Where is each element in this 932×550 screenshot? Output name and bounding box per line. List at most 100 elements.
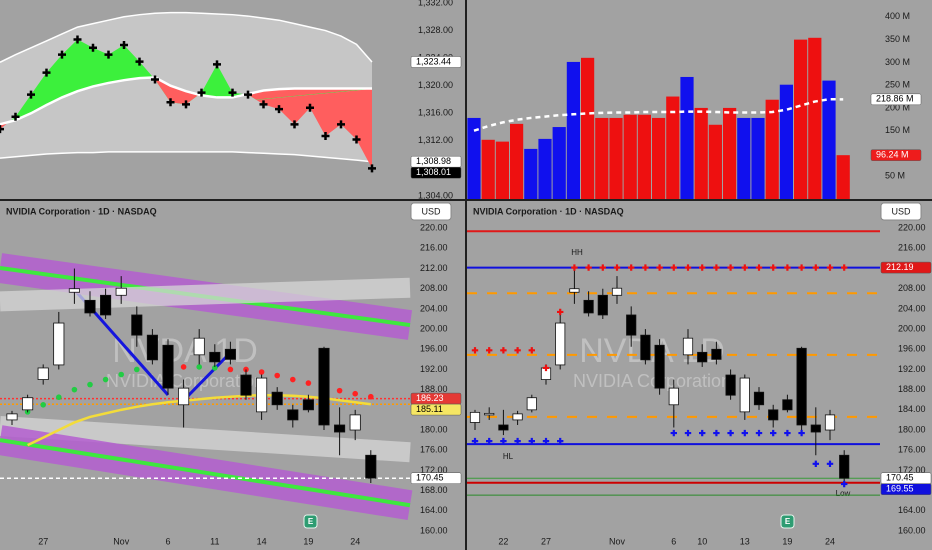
y-tick-label: 1,332.00 [418,0,453,7]
channel [0,438,411,508]
cross-marker [120,41,128,50]
candle-body [6,413,18,421]
price-label: 169.55 [886,484,914,494]
earnings-label: E [785,517,791,526]
y-tick-label: 204.00 [898,303,926,313]
candle-body [334,424,346,433]
price-label-box [870,93,922,106]
cross-marker [670,429,677,437]
cross-marker [337,120,345,129]
sar-dot [274,372,281,379]
y-tick-label: 200 M [885,102,910,112]
x-tick-label: 27 [38,536,48,546]
cross-marker [73,35,82,44]
cross-marker [585,264,592,271]
candle-body [498,424,509,431]
candle-body [654,344,665,389]
price-label-box [410,166,462,179]
cross-marker [228,88,237,97]
volume-bar [666,96,680,199]
annotation: HL [503,452,514,461]
candle-body [240,374,252,396]
annotation: HH [571,248,583,257]
y-tick-label: 172.00 [420,465,448,475]
cross-marker [841,480,848,488]
currency-box [410,202,452,221]
cross-marker [699,429,706,437]
x-tick-label: 6 [671,536,676,546]
price-panel-left: NVDA 1D NVIDIA Corporation 160.00164.001… [0,201,465,550]
cross-marker [713,264,720,271]
candle-body [115,287,127,296]
price-label-box [880,483,932,495]
volume-bar [808,37,822,199]
cross-marker [755,429,763,437]
cross-marker [784,429,791,437]
band-lower [0,151,373,163]
sar-dot [352,390,359,397]
volume-bar [510,123,524,199]
candle-body [768,409,779,421]
price-label-box [410,472,462,484]
candle-body [526,397,537,411]
cross-marker [826,460,834,468]
cross-marker [841,264,848,271]
candle-body [796,347,807,426]
sar-dot [336,387,343,394]
y-tick-label: 196.00 [898,344,926,354]
cross-marker [741,429,748,437]
candle-body [365,454,377,479]
cross-marker [770,264,777,271]
price-label-box [410,403,462,416]
candle-body [349,414,361,431]
x-tick-label: 22 [498,536,508,546]
cross-marker [27,90,35,99]
basis-line [0,76,372,126]
cross-marker [741,264,748,271]
price-label: 1,308.98 [416,156,451,166]
candle-body [839,454,850,479]
y-tick-label: 216.00 [898,243,926,253]
candle-body [682,337,694,356]
cross-marker [486,437,493,445]
candle-body [302,399,314,411]
price-label: 96.24 M [876,150,909,160]
price-label: 1,308.01 [416,167,451,177]
cross-marker [471,437,479,445]
candle-body [824,414,836,431]
cross-marker [290,120,299,129]
candle-body [512,413,523,421]
y-tick-label: 188.00 [898,384,926,394]
price-label: 212.19 [886,262,914,272]
candle-body [22,397,34,411]
y-tick-label: 50 M [885,171,905,181]
cross-marker [135,57,144,66]
cross-marker [770,429,777,437]
sar-dot [102,376,109,383]
cross-marker [528,437,535,445]
candle-body [162,344,174,389]
volume-bar [652,117,666,199]
cross-marker [306,103,314,112]
cross-marker [514,347,521,354]
x-tick-label: 13 [740,536,750,546]
x-tick-label: 27 [541,536,551,546]
candle-body [626,314,637,336]
candle-body [209,351,221,363]
y-tick-label: 176.00 [898,445,926,455]
candle-body [84,299,96,314]
currency: USD [421,206,441,216]
candle-body [193,337,205,356]
y-tick-label: 164.00 [898,505,926,515]
volume-bar [723,107,737,199]
candle-body [569,288,580,293]
trend-line [182,350,233,402]
y-tick-label: 208.00 [420,283,448,293]
y-tick-label: 212.00 [420,263,448,273]
cross-marker [368,164,376,173]
y-tick-label: 192.00 [420,364,448,374]
candle-body [469,411,481,423]
price-label: 218.86 M [876,94,914,104]
earnings-badge [780,514,795,529]
candle-body [287,409,299,421]
